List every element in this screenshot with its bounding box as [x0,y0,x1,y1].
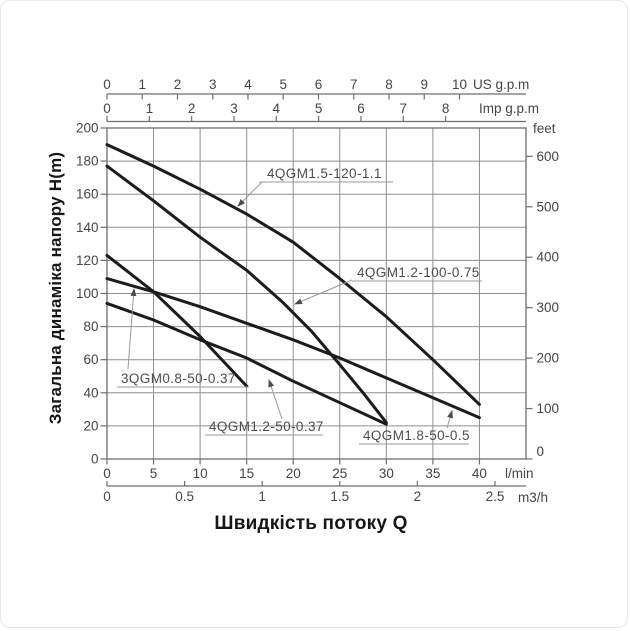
meters-tick-label: 40 [83,385,98,400]
curve-4qgm1.5-120-1.1 [105,143,481,406]
imp-gpm-tick-label: 2 [188,101,196,116]
m3h-tick-label: 0.5 [175,489,194,504]
imp-gpm-unit-label: Imp g.p.m [479,101,539,116]
feet-tick-label: 100 [537,401,560,416]
lmin-tick-label: 15 [239,466,254,481]
us-gpm-tick-label: 8 [385,77,393,92]
curve-3qgm0.8-50-0.37 [105,253,249,388]
curve-label-text: 4QGM1.5-120-1.1 [267,166,382,181]
curve-label-leader-arrow [446,410,453,429]
lmin-tick-label: 10 [193,466,208,481]
feet-tick-label: 300 [537,300,560,315]
us-gpm-unit-label: US g.p.m [473,77,529,92]
curve-4qgm1.2-100-0.75 [105,164,388,425]
lmin-tick-label: 40 [472,466,487,481]
imp-gpm-tick-label: 4 [273,101,281,116]
feet-tick-label: 600 [537,149,560,164]
curve-label-text: 4QGM1.2-50-0.37 [209,419,324,434]
lmin-tick-label: 5 [150,466,158,481]
feet-tick-label: 400 [537,250,560,265]
curve-label-text: 4QGM1.2-100-0.75 [357,265,480,280]
lmin-tick-label: 0 [103,466,111,481]
imp-gpm-tick-label: 3 [230,101,238,116]
m3h-tick-label: 2 [414,489,422,504]
meters-tick-label: 120 [76,253,99,268]
meters-tick-label: 80 [83,319,98,334]
curve-label-text: 3QGM0.8-50-0.37 [121,371,236,386]
meters-tick-label: 100 [76,286,99,301]
curve-label-leader-arrow [268,379,283,420]
us-gpm-tick-label: 2 [174,77,182,92]
us-gpm-tick-label: 0 [103,77,111,92]
lmin-tick-label: 20 [286,466,301,481]
feet-tick-label: 200 [537,351,560,366]
us-gpm-tick-label: 9 [420,77,428,92]
annotation-4qgm1.5-120-1.1: 4QGM1.5-120-1.1 [237,166,393,207]
curve-label-leader-arrow [127,288,137,370]
imp-gpm-tick-label: 1 [146,101,154,116]
curve-label-text: 4QGM1.8-50-0.5 [363,428,470,443]
us-gpm-tick-label: 1 [138,77,146,92]
us-gpm-tick-label: 3 [209,77,217,92]
y-axis-title: Загальна динаміка напору H(m) [46,152,65,425]
annotation-4qgm1.8-50-0.5: 4QGM1.8-50-0.5 [359,410,470,445]
curve-4qgm1.2-50-0.37 [105,301,388,426]
meters-tick-label: 180 [76,154,99,169]
us-gpm-tick-label: 6 [315,77,323,92]
m3h-tick-label: 1.5 [330,489,349,504]
meters-tick-label: 0 [91,452,99,467]
curve-label-leader-arrow [294,279,353,305]
meters-tick-label: 20 [83,418,98,433]
lmin-tick-label: 30 [379,466,394,481]
us-gpm-tick-label: 7 [350,77,358,92]
curve-label-leader-arrow [237,181,263,207]
lmin-tick-label: 35 [425,466,440,481]
m3h-unit-label: m3/h [518,490,548,505]
imp-gpm-tick-label: 0 [103,101,111,116]
m3h-tick-label: 0 [103,489,111,504]
feet-tick-label: 0 [537,444,545,459]
x-axis-title: Швидкість потоку Q [214,513,407,534]
lmin-unit-label: l/min [505,466,534,481]
imp-gpm-tick-label: 5 [315,101,323,116]
us-gpm-tick-label: 5 [279,77,287,92]
curve-4qgm1.8-50-0.5 [105,277,481,420]
m3h-tick-label: 2.5 [486,489,505,504]
annotation-4qgm1.2-50-0.37: 4QGM1.2-50-0.37 [205,379,324,436]
meters-tick-label: 60 [83,352,98,367]
m3h-tick-label: 1 [258,489,266,504]
lmin-tick-label: 25 [332,466,347,481]
pump-curves [105,143,481,426]
meters-tick-label: 160 [76,187,99,202]
curve-labels: 4QGM1.5-120-1.1 4QGM1.2-100-0.75 3QGM0.8-5… [117,166,482,445]
imp-gpm-tick-label: 6 [357,101,365,116]
annotation-4qgm1.2-100-0.75: 4QGM1.2-100-0.75 [294,265,482,305]
feet-unit-label: feet [533,121,556,136]
us-gpm-tick-label: 4 [244,77,252,92]
feet-tick-label: 500 [537,199,560,214]
imp-gpm-tick-label: 7 [400,101,408,116]
axes-and-ticks: 0 1 2 3 4 5 6 7 8 9 100 1 2 3 4 5 6 7 82001801601401201008… [76,77,559,504]
imp-gpm-tick-label: 8 [442,101,450,116]
us-gpm-tick-label: 10 [452,77,467,92]
annotation-3qgm0.8-50-0.37: 3QGM0.8-50-0.37 [117,288,249,388]
meters-tick-label: 140 [76,220,99,235]
meters-tick-label: 200 [76,121,99,136]
